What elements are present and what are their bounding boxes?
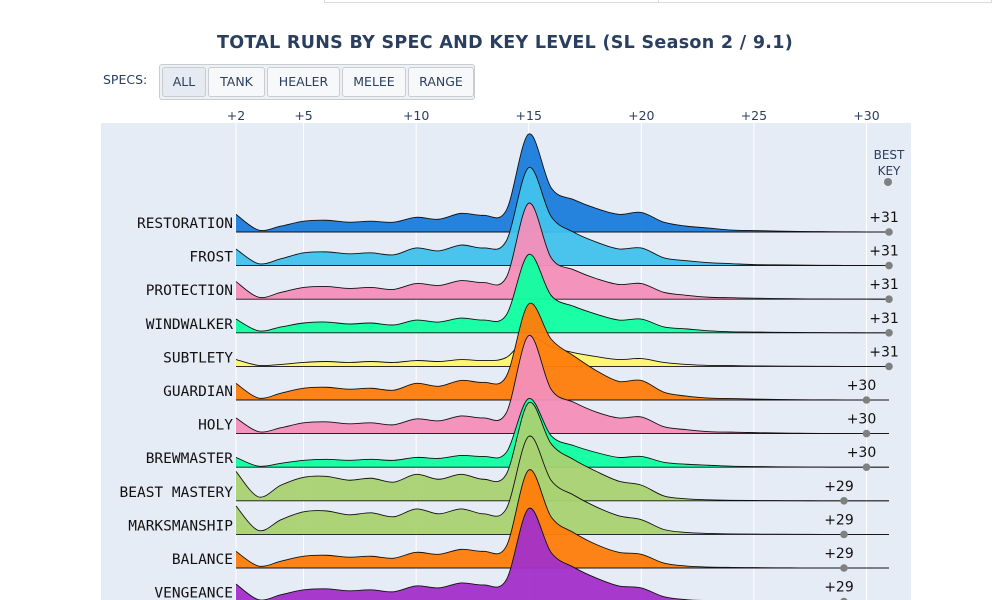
ridge-area	[236, 402, 889, 501]
x-tick-label: +2	[227, 108, 245, 123]
spec-label: SUBTLETY	[163, 350, 233, 366]
spec-label: GUARDIAN	[163, 384, 233, 400]
ridge-row: BEAST MASTERY +29	[120, 402, 889, 505]
spec-label: HOLY	[198, 418, 233, 434]
filter-button-all[interactable]: ALL	[162, 67, 206, 97]
ridge-outline	[235, 253, 890, 334]
filter-button-melee[interactable]: MELEE	[342, 67, 406, 97]
best-key-label: +30	[847, 412, 877, 428]
ridge-row: HOLY +30	[198, 335, 890, 438]
best-key-label: +31	[869, 277, 899, 293]
ridge-area	[236, 469, 889, 569]
best-key-label: +31	[869, 344, 899, 360]
best-key-marker	[862, 429, 871, 438]
spec-label: RESTORATION	[137, 216, 233, 232]
best-key-label: +29	[824, 512, 854, 528]
ridge-row: PROTECTION +31	[146, 202, 899, 304]
best-key-label: +31	[869, 311, 899, 327]
best-key-label: +31	[869, 210, 899, 226]
best-key-header-line1: BEST	[874, 148, 905, 162]
ridge-row: VENGEANCE +29	[154, 508, 854, 600]
best-key-marker	[840, 497, 848, 505]
ridge-row: FROST +31	[189, 167, 899, 270]
spec-label: MARKSMANSHIP	[128, 518, 233, 534]
ridge-area	[236, 202, 889, 300]
spec-label: PROTECTION	[146, 283, 233, 299]
ridge-outline	[235, 133, 890, 233]
filter-button-range[interactable]: RANGE	[408, 67, 474, 97]
ridge-outline	[235, 202, 890, 300]
ridge-area	[236, 167, 889, 266]
best-key-marker	[885, 329, 893, 337]
ridge-area	[236, 254, 889, 333]
ridge-area	[236, 303, 889, 401]
x-tick-label: +5	[294, 108, 312, 123]
ridge-outline	[235, 508, 703, 600]
x-tick-label: +10	[403, 108, 429, 123]
best-key-header-marker	[884, 178, 892, 186]
best-key-marker	[840, 564, 848, 572]
best-key-marker	[885, 362, 893, 371]
best-key-header-line2: KEY	[878, 164, 901, 178]
ridge-outline	[235, 167, 890, 267]
best-key-marker	[862, 463, 871, 472]
ridge-outline	[235, 335, 890, 435]
x-tick-label: +30	[853, 108, 879, 123]
top-toolbar-segment	[657, 0, 992, 2]
chart-title: TOTAL RUNS BY SPEC AND KEY LEVEL (SL Sea…	[216, 33, 794, 53]
spec-label: BREWMASTER	[146, 451, 234, 467]
filter-button-tank[interactable]: TANK	[208, 67, 265, 97]
best-key-marker	[840, 597, 848, 600]
filter-button-healer[interactable]: HEALER	[267, 67, 340, 97]
best-key-label: +29	[824, 479, 854, 495]
x-tick-label: +20	[628, 108, 654, 123]
ridge-area	[236, 508, 692, 600]
spec-label: VENGEANCE	[154, 586, 233, 600]
best-key-label: +30	[847, 378, 877, 394]
ridge-area	[236, 436, 889, 535]
x-axis-ticks: +2 +5 +10 +15 +20 +25 +30	[227, 108, 880, 123]
spec-label: WINDWALKER	[146, 317, 234, 333]
spec-label: BALANCE	[172, 552, 233, 568]
specs-filter-button-group: ALL TANK HEALER MELEE RANGE	[159, 64, 475, 100]
best-key-label: +30	[847, 445, 877, 461]
best-key-marker	[885, 261, 893, 270]
best-key-header: BEST KEY	[874, 148, 905, 186]
x-tick-label: +15	[516, 108, 542, 123]
best-key-label: +29	[824, 580, 854, 596]
spec-label: BEAST MASTERY	[120, 485, 234, 501]
ridge-row: RESTORATION +31	[137, 133, 899, 236]
top-toolbar-strip	[324, 0, 992, 3]
spec-label: FROST	[189, 250, 233, 266]
ridge-outline	[235, 302, 890, 401]
best-key-marker	[840, 530, 848, 539]
best-key-marker	[885, 295, 893, 304]
ridge-area	[236, 133, 889, 232]
best-key-marker	[862, 396, 871, 404]
specs-filter-label: SPECS:	[103, 72, 148, 87]
best-key-label: +31	[869, 244, 899, 260]
best-key-marker	[885, 228, 893, 236]
best-key-label: +29	[824, 546, 854, 562]
ridge-area	[236, 335, 889, 434]
ridge-row: WINDWALKER +31	[146, 253, 899, 337]
x-tick-label: +25	[741, 108, 767, 123]
